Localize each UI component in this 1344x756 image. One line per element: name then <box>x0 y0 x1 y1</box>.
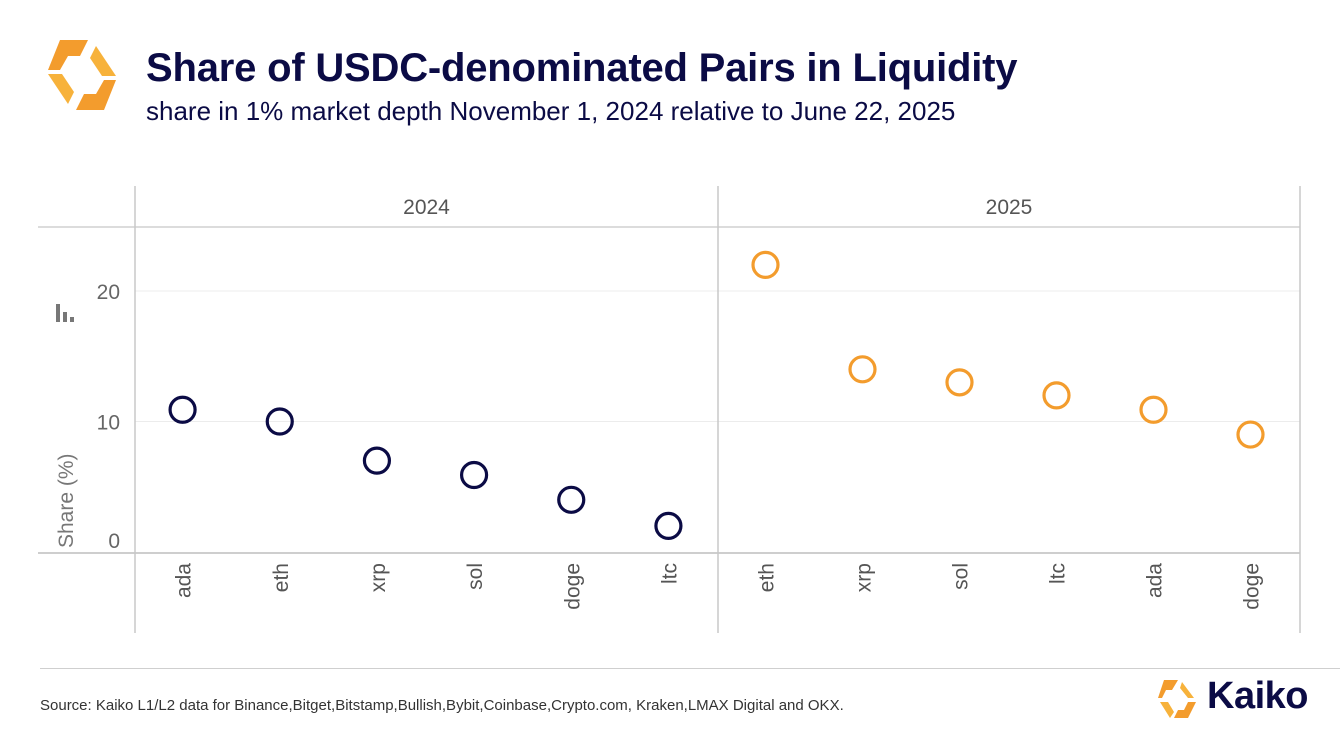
x-tick-label: ada <box>173 563 196 598</box>
y-tick-label: 20 <box>97 281 120 304</box>
data-point-2024-ltc <box>654 511 683 540</box>
data-point-2024-xrp <box>362 446 392 475</box>
x-tick-label: eth <box>270 563 293 592</box>
x-tick-label: ltc <box>658 563 681 584</box>
chart-title: Share of USDC-denominated Pairs in Liqui… <box>146 46 1018 90</box>
brand-wordmark: Kaiko <box>1207 675 1308 717</box>
y-tick-label: 10 <box>97 412 120 435</box>
data-point-2024-doge <box>557 485 586 514</box>
bar-chart-icon <box>56 304 60 322</box>
bar-chart-icon <box>70 317 74 322</box>
data-point-2024-sol <box>459 460 489 490</box>
x-tick-label: eth <box>756 563 779 592</box>
x-tick-label: doge <box>1241 563 1264 610</box>
facet-label-2024: 2024 <box>403 196 450 219</box>
x-tick-label: sol <box>950 563 973 590</box>
x-tick-label: ltc <box>1047 563 1070 584</box>
data-point-2025-ltc <box>1042 381 1071 410</box>
y-axis-title: Share (%) <box>55 453 78 548</box>
x-tick-label: doge <box>561 563 584 610</box>
facet-label-2025: 2025 <box>986 196 1033 219</box>
data-point-2025-sol <box>945 368 974 397</box>
data-point-2025-ada <box>1139 395 1168 424</box>
data-point-2024-eth <box>265 407 294 436</box>
chart: 0 10 20 Share (%) 2024 ada eth xrp sol doge ltc 202… <box>38 186 1301 633</box>
x-tick-label: xrp <box>367 563 390 592</box>
data-point-2025-doge <box>1236 420 1265 449</box>
source-note: Source: Kaiko L1/L2 data for Binance,Bit… <box>40 697 844 714</box>
kaiko-brand-icon <box>1158 680 1196 718</box>
data-point-2025-xrp <box>848 355 877 384</box>
chart-subtitle: share in 1% market depth November 1, 202… <box>146 96 956 126</box>
x-tick-label: xrp <box>853 563 876 592</box>
data-point-2025-eth <box>751 250 780 280</box>
brand-logo-icon <box>48 40 116 110</box>
y-tick-label: 0 <box>108 530 120 553</box>
bar-chart-icon <box>63 312 67 322</box>
data-point-2024-ada <box>168 395 197 424</box>
x-tick-label: sol <box>464 563 487 590</box>
x-tick-label: ada <box>1144 563 1167 598</box>
footer-divider <box>40 668 1340 669</box>
